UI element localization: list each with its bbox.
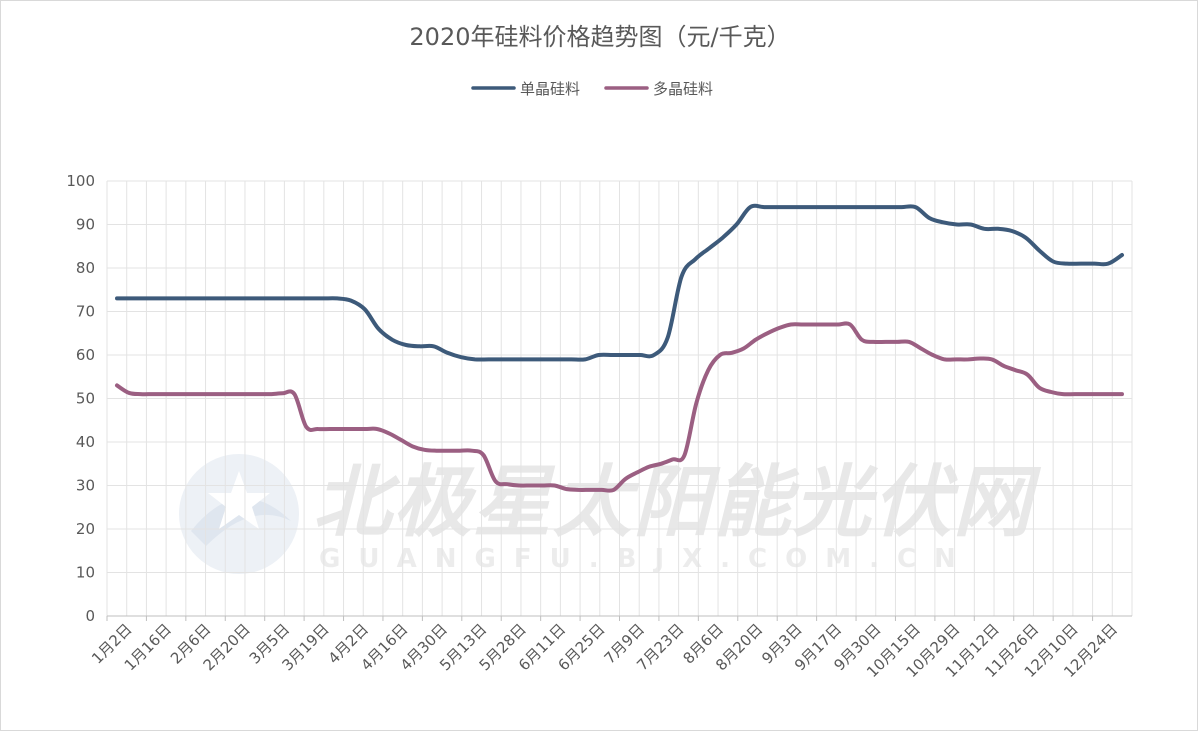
y-axis-ticks: 0 10 20 30 40 50 60 70 80 90 100 <box>66 172 95 625</box>
legend: 单晶硅料 多晶硅料 <box>471 80 713 98</box>
y-tick-label: 100 <box>66 172 95 190</box>
y-tick-label: 10 <box>76 564 95 582</box>
y-tick-label: 50 <box>76 390 95 408</box>
grid <box>106 180 1133 617</box>
watermark-sub-text: GUANGFU.BJX.COM.CN <box>319 544 974 574</box>
watermark: 北极星太阳能光伏网 GUANGFU.BJX.COM.CN <box>179 454 1042 574</box>
series-layer <box>115 203 1124 493</box>
legend-label-poly: 多晶硅料 <box>653 80 713 98</box>
x-axis-ticks: 1月2日1月16日2月6日2月20日3月5日3月19日4月2日4月16日4月30… <box>88 616 1121 681</box>
legend-item-mono[interactable]: 单晶硅料 <box>471 80 580 98</box>
y-tick-label: 40 <box>76 433 95 451</box>
legend-item-poly[interactable]: 多晶硅料 <box>604 80 713 98</box>
y-tick-label: 0 <box>85 607 95 625</box>
north-star-logo-icon <box>179 454 299 574</box>
y-tick-label: 90 <box>76 216 95 234</box>
y-tick-label: 30 <box>76 477 95 495</box>
legend-label-mono: 单晶硅料 <box>520 80 580 98</box>
y-tick-label: 80 <box>76 259 95 277</box>
y-tick-label: 60 <box>76 346 95 364</box>
y-tick-label: 20 <box>76 520 95 538</box>
chart-title: 2020年硅料价格趋势图（元/千克） <box>409 23 790 51</box>
series-line-mono[interactable] <box>115 203 1124 362</box>
series-line-poly[interactable] <box>115 321 1124 493</box>
watermark-main-text: 北极星太阳能光伏网 <box>313 458 1042 548</box>
y-tick-label: 70 <box>76 303 95 321</box>
